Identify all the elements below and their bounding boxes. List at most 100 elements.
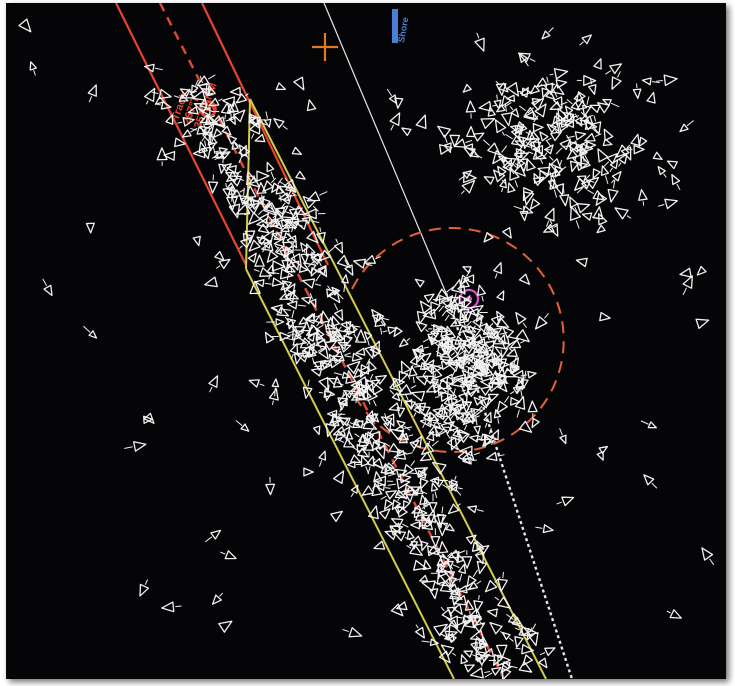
vessel-contact[interactable] — [399, 473, 412, 484]
vessel-contact[interactable] — [440, 301, 455, 318]
vessel-contact[interactable] — [492, 593, 513, 612]
vessel-contact[interactable] — [444, 559, 461, 571]
vessel-contact[interactable] — [281, 175, 299, 195]
vessel-contact[interactable] — [589, 114, 603, 135]
vessel-contact[interactable] — [438, 143, 453, 155]
vessel-contact[interactable] — [432, 294, 451, 305]
vessel-contact[interactable] — [291, 146, 303, 157]
vessel-contact[interactable] — [432, 514, 446, 529]
vessel-contact[interactable] — [452, 603, 466, 616]
vessel-contact[interactable] — [698, 545, 718, 567]
vessel-contact[interactable] — [428, 545, 441, 558]
vessel-contact[interactable] — [211, 128, 223, 140]
vessel-contact[interactable] — [413, 348, 423, 360]
vessel-contact[interactable] — [464, 361, 488, 378]
vessel-contact[interactable] — [287, 211, 301, 234]
vessel-contact[interactable] — [573, 91, 586, 104]
vessel-contact[interactable] — [453, 618, 469, 634]
vessel-contact[interactable] — [302, 379, 314, 399]
vessel-contact[interactable] — [431, 373, 439, 388]
vessel-contact[interactable] — [298, 241, 309, 252]
vessel-contact[interactable] — [466, 125, 476, 138]
vessel-contact[interactable] — [506, 335, 520, 346]
vessel-contact[interactable] — [446, 500, 463, 516]
vessel-contact[interactable] — [410, 502, 429, 516]
vessel-contact[interactable] — [344, 352, 363, 362]
vessel-contact[interactable] — [354, 329, 367, 343]
vessel-contact[interactable] — [579, 112, 594, 123]
vessel-contact[interactable] — [136, 578, 152, 598]
vessel-contact[interactable] — [386, 111, 403, 133]
vessel-contact[interactable] — [509, 356, 522, 369]
vessel-contact[interactable] — [302, 321, 311, 332]
vessel-contact[interactable] — [678, 118, 696, 134]
vessel-contact[interactable] — [402, 392, 414, 409]
vessel-contact[interactable] — [405, 529, 415, 540]
vessel-contact[interactable] — [496, 317, 510, 331]
vessel-contact[interactable] — [458, 295, 470, 305]
vessel-contact[interactable] — [393, 448, 414, 461]
vessel-contact[interactable] — [482, 574, 503, 595]
vessel-contact[interactable] — [606, 179, 620, 203]
vessel-contact[interactable] — [461, 83, 472, 95]
vessel-contact[interactable] — [234, 90, 251, 105]
vessel-contact[interactable] — [531, 172, 542, 184]
vessel-contact[interactable] — [679, 267, 692, 278]
vessel-contact[interactable] — [433, 620, 450, 637]
vessel-contact[interactable] — [547, 171, 556, 189]
vessel-contact[interactable] — [436, 522, 449, 537]
vessel-contact[interactable] — [422, 308, 437, 320]
vessel-contact[interactable] — [285, 231, 301, 250]
vessel-contact[interactable] — [531, 96, 542, 106]
vessel-contact[interactable] — [432, 476, 452, 492]
vessel-contact[interactable] — [439, 330, 451, 348]
vessel-contact[interactable] — [271, 260, 286, 272]
vessel-contact[interactable] — [482, 411, 495, 429]
vessel-contact[interactable] — [404, 541, 425, 559]
vessel-contact[interactable] — [204, 276, 218, 289]
vessel-contact[interactable] — [465, 532, 478, 545]
vessel-contact[interactable] — [412, 485, 424, 497]
vessel-contact[interactable] — [446, 479, 464, 498]
vessel-contact[interactable] — [368, 505, 381, 520]
vessel-contact[interactable] — [324, 321, 339, 336]
vessel-contact[interactable] — [480, 114, 496, 129]
vessel-contact[interactable] — [314, 330, 324, 341]
vessel-contact[interactable] — [427, 545, 441, 557]
vessel-contact[interactable] — [394, 504, 405, 515]
vessel-contact[interactable] — [232, 107, 249, 123]
vessel-contact[interactable] — [395, 418, 412, 433]
vessel-contact[interactable] — [234, 201, 256, 218]
vessel-contact[interactable] — [469, 629, 485, 644]
vessel-contact[interactable] — [576, 74, 597, 87]
vessel-contact[interactable] — [304, 321, 325, 339]
vessel-contact[interactable] — [537, 130, 554, 149]
vessel-contact[interactable] — [358, 366, 370, 375]
vessel-contact[interactable] — [85, 222, 95, 234]
vessel-contact[interactable] — [463, 274, 475, 284]
vessel-contact[interactable] — [254, 133, 266, 145]
vessel-contact[interactable] — [397, 359, 414, 381]
vessel-contact[interactable] — [473, 416, 482, 435]
vessel-contact[interactable] — [422, 559, 432, 571]
vessel-contact[interactable] — [475, 653, 483, 663]
vessel-contact[interactable] — [382, 325, 398, 335]
vessel-contact[interactable] — [279, 281, 290, 292]
vessel-contact[interactable] — [641, 472, 660, 491]
vessel-contact[interactable] — [595, 99, 611, 114]
vessel-contact[interactable] — [593, 57, 605, 70]
vessel-contact[interactable] — [249, 280, 261, 295]
vessel-contact[interactable] — [247, 251, 259, 263]
vessel-contact[interactable] — [510, 397, 521, 406]
vessel-contact[interactable] — [461, 383, 481, 396]
vessel-contact[interactable] — [206, 374, 222, 394]
vessel-contact[interactable] — [336, 254, 354, 272]
vessel-contact[interactable] — [173, 93, 189, 104]
vessel-contact[interactable] — [586, 140, 597, 150]
vessel-contact[interactable] — [189, 79, 201, 95]
vessel-contact[interactable] — [467, 578, 483, 592]
vessel-contact[interactable] — [418, 451, 432, 464]
vessel-contact[interactable] — [290, 253, 301, 271]
vessel-contact[interactable] — [219, 548, 238, 562]
vessel-contact[interactable] — [346, 460, 363, 469]
